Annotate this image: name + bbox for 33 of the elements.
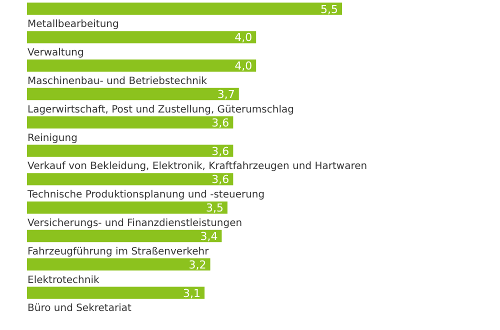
bar — [27, 286, 205, 299]
bar — [27, 88, 239, 100]
y-tick-label: Maschinenbau- und Betriebstechnik — [28, 76, 208, 87]
data-label: 3,1 — [183, 286, 201, 300]
bar — [27, 258, 210, 271]
bar — [27, 173, 234, 186]
data-label: 3,6 — [212, 144, 230, 158]
data-label: 3,7 — [217, 88, 235, 101]
y-tick-label: Reinigung — [28, 132, 78, 144]
y-tick-label: Lagerwirtschaft, Post und Zustellung, Güterumschlag — [28, 104, 294, 116]
data-label: 3,5 — [206, 202, 224, 215]
y-tick-label: Versicherungs- und Finanzdienstleistungen — [28, 218, 242, 230]
y-tick-label: Verwaltung — [28, 48, 84, 59]
y-tick-label: Verkauf von Bekleidung, Elektronik, Kraftfahrzeugen und Hartwaren — [28, 161, 368, 172]
data-label: 3,4 — [200, 230, 218, 244]
data-label: 3,6 — [212, 173, 230, 186]
y-tick-label: Fahrzeugführung im Straßenverkehr — [28, 246, 210, 258]
bar — [27, 230, 222, 242]
y-tick-label: Technische Produktionsplanung und -steuerung — [26, 190, 265, 201]
data-label: 5,5 — [320, 2, 338, 16]
bar — [27, 31, 256, 44]
bar — [27, 2, 342, 15]
data-label: 4,0 — [234, 31, 252, 44]
y-tick-label: Elektrotechnik — [28, 274, 100, 286]
data-label: 4,0 — [234, 60, 252, 73]
y-tick-label: Büro und Sekretariat — [28, 303, 132, 314]
bar — [27, 201, 228, 214]
y-tick-label: Metallbearbeitung — [28, 19, 119, 30]
bar — [27, 116, 234, 129]
data-label: 3,6 — [212, 116, 230, 130]
data-label: 3,2 — [188, 258, 206, 272]
bar — [27, 144, 234, 157]
bar — [27, 59, 256, 72]
